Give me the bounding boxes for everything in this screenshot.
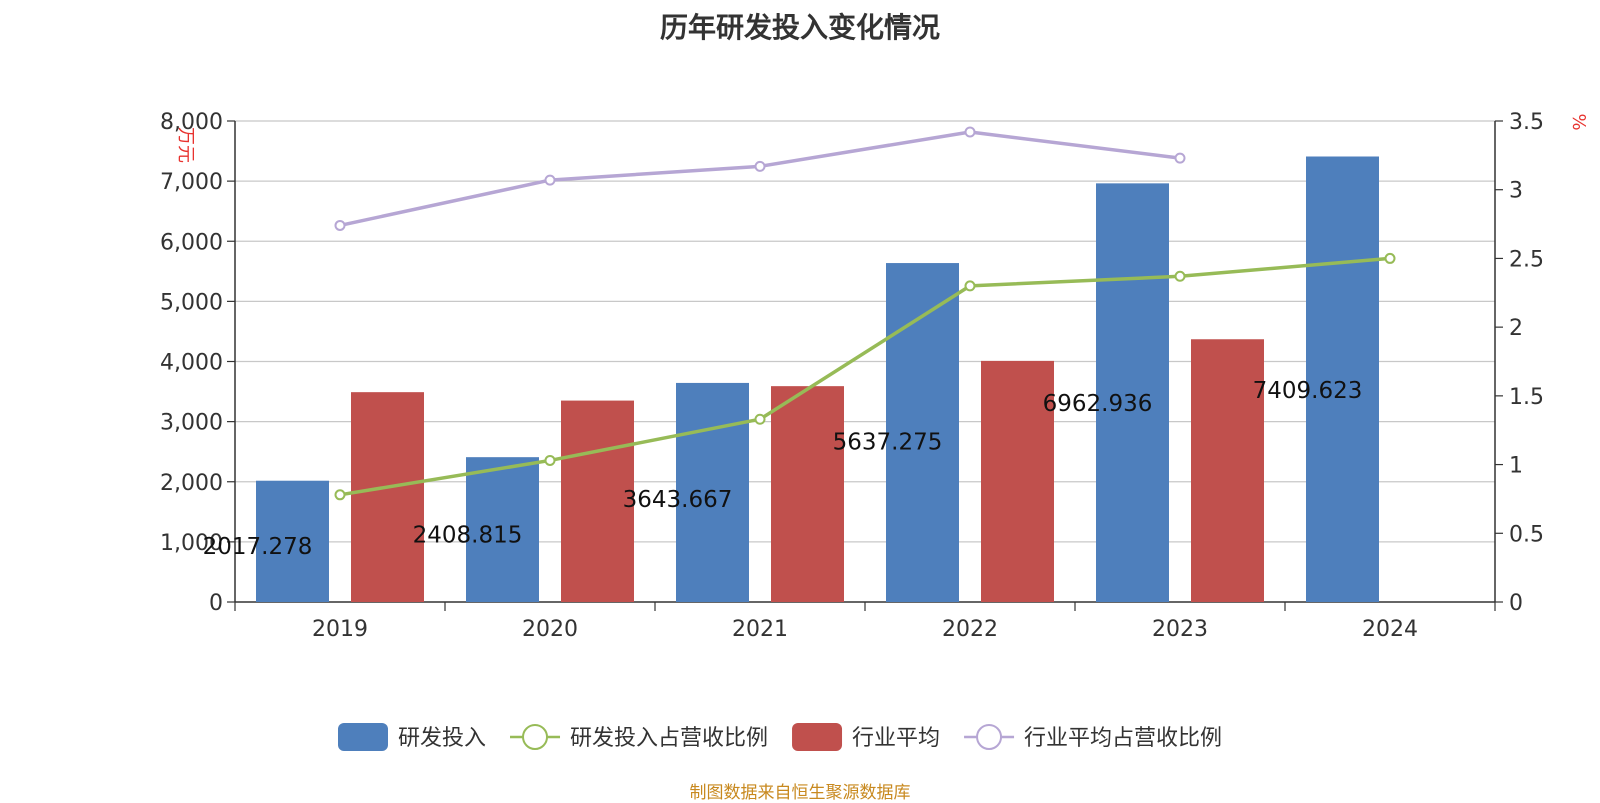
line-point — [544, 454, 556, 466]
x-tick-label: 2024 — [1362, 617, 1418, 642]
y-left-tick-label: 7,000 — [160, 170, 223, 195]
legend-marker — [522, 724, 549, 750]
line-point — [1384, 252, 1396, 264]
y-left-tick-label: 8,000 — [160, 110, 223, 135]
lines — [334, 126, 1396, 501]
y-right-tick-label: 2 — [1509, 316, 1523, 341]
y-right-tick-label: 1.5 — [1509, 385, 1544, 410]
legend: 研发投入 研发投入占营收比例 行业平均 行业平均占营收比例 — [338, 723, 1222, 751]
legend-marker — [976, 724, 1003, 750]
y-right-tick-label: 3.5 — [1509, 110, 1544, 135]
data-label: 7409.623 — [1253, 378, 1363, 404]
y-left-tick-label: 4,000 — [160, 351, 223, 376]
line-point — [754, 413, 766, 425]
line-point — [964, 280, 976, 292]
data-label: 6962.936 — [1043, 391, 1153, 417]
y-right-unit: % — [1568, 113, 1589, 130]
y-right-tick-label: 3 — [1509, 179, 1523, 204]
y-right-tick-label: 0 — [1509, 591, 1523, 616]
line-point — [964, 126, 976, 138]
x-tick-label: 2022 — [942, 617, 998, 642]
line-point — [544, 174, 556, 186]
y-left-tick-label: 3,000 — [160, 411, 223, 436]
bar — [676, 382, 749, 602]
bar — [466, 457, 539, 602]
y-right-tick-label: 0.5 — [1509, 522, 1544, 547]
x-tick-label: 2023 — [1152, 617, 1208, 642]
data-label: 5637.275 — [833, 429, 943, 455]
y-left-tick-label: 0 — [209, 591, 223, 616]
x-tick-label: 2020 — [522, 617, 578, 642]
chart-title: 历年研发投入变化情况 — [659, 11, 940, 44]
y-right-tick-label: 1 — [1509, 454, 1523, 479]
axes: 0 1,000 2,000 3,000 4,000 5,000 6,000 7,000 8,00… — [160, 110, 1589, 642]
legend-swatch — [338, 723, 388, 751]
data-label: 2408.815 — [413, 522, 523, 548]
bar — [561, 400, 634, 602]
y-left-tick-label: 1,000 — [160, 531, 223, 556]
data-label: 3643.667 — [623, 487, 733, 513]
data-labels: 2017.278 2408.815 3643.667 5637.275 6962.936… — [203, 378, 1363, 560]
line-point — [1174, 270, 1186, 282]
bar — [256, 480, 329, 602]
legend-label: 行业平均占营收比例 — [1024, 726, 1222, 751]
line-point — [754, 160, 766, 172]
legend-swatch — [792, 723, 843, 751]
x-tick-label: 2021 — [732, 617, 788, 642]
gridlines — [235, 120, 1495, 543]
bar — [886, 263, 959, 602]
bar — [351, 392, 424, 602]
y-right-tick-label: 2.5 — [1509, 247, 1544, 272]
bar — [1306, 156, 1379, 603]
y-left-tick-label: 6,000 — [160, 230, 223, 255]
line-point — [1174, 152, 1186, 164]
y-left-tick-label: 5,000 — [160, 290, 223, 315]
x-tick-label: 2019 — [312, 617, 368, 642]
line-point — [334, 489, 346, 501]
bars — [256, 156, 1379, 603]
series-line — [339, 256, 1391, 497]
line-point — [334, 219, 346, 231]
legend-label: 研发投入 — [398, 726, 486, 751]
bar — [771, 386, 844, 602]
y-left-tick-label: 2,000 — [160, 471, 223, 496]
bar — [1096, 183, 1169, 603]
y-left-unit: 万元 — [175, 127, 196, 163]
bar — [981, 360, 1054, 602]
legend-label: 研发投入占营收比例 — [570, 726, 768, 751]
legend-label: 行业平均 — [852, 726, 940, 751]
data-label: 2017.278 — [203, 534, 313, 560]
source-note: 制图数据来自恒生聚源数据库 — [689, 783, 911, 803]
series-line — [339, 130, 1181, 228]
bar — [1191, 339, 1264, 602]
